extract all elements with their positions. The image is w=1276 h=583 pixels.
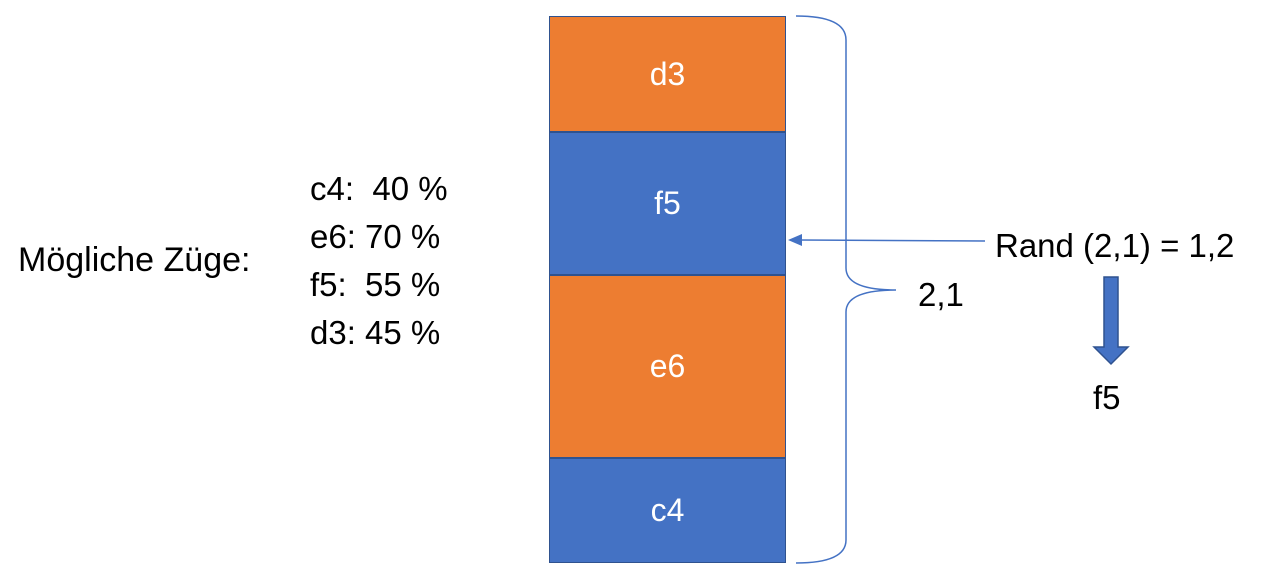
random-formula-label: Rand (2,1) = 1,2 — [995, 227, 1235, 264]
segment-c4: c4 — [549, 458, 786, 563]
moves-heading: Mögliche Züge: — [18, 241, 251, 279]
total-sum-label: 2,1 — [918, 276, 964, 313]
segment-f5: f5 — [549, 132, 786, 275]
move-item-d3: d3: 45 % — [310, 314, 441, 351]
total-brace — [795, 15, 897, 564]
segment-d3-label: d3 — [649, 55, 686, 92]
pointer-arrowhead — [788, 234, 802, 246]
segment-d3: d3 — [549, 16, 786, 132]
pointer-line — [799, 239, 986, 242]
down-arrow-icon — [1092, 276, 1130, 366]
move-item-f5: f5: 55 % — [310, 266, 441, 303]
segment-e6: e6 — [549, 275, 786, 458]
move-item-c4: c4: 40 % — [310, 170, 448, 207]
segment-c4-label: c4 — [650, 492, 685, 528]
segment-f5-label: f5 — [654, 185, 681, 221]
move-item-e6: e6: 70 % — [310, 218, 441, 255]
selected-move-label: f5 — [1093, 379, 1121, 416]
segment-e6-label: e6 — [649, 348, 686, 384]
moves-list: c4: 40 % e6: 70 % f5: 55 % d3: 45 % — [310, 165, 448, 357]
